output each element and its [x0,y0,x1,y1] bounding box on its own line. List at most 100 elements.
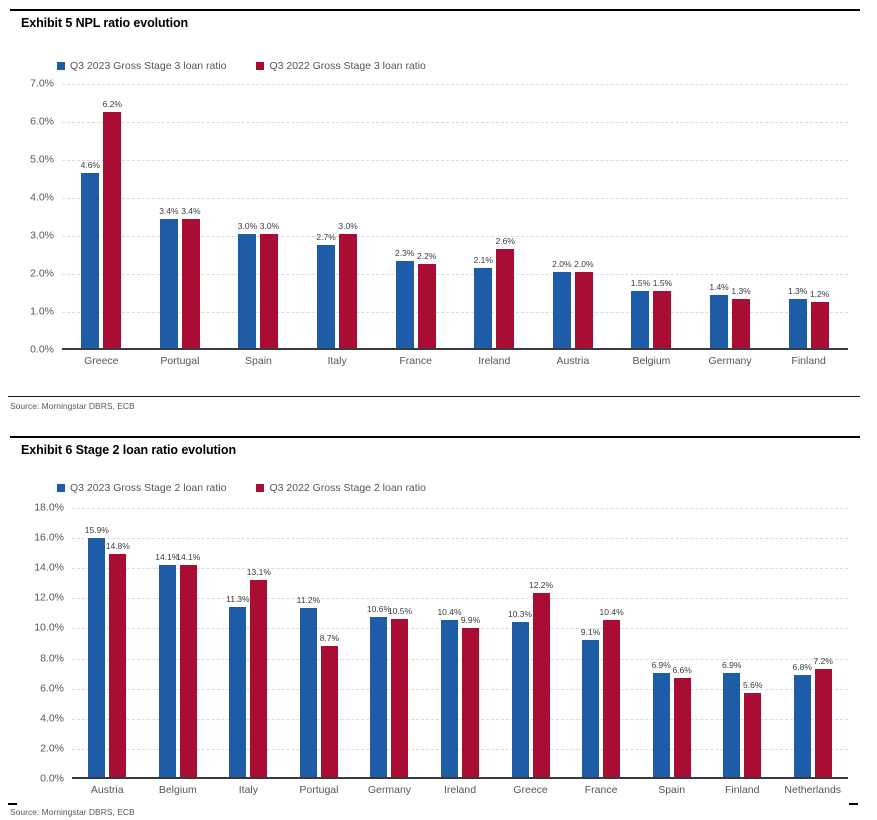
bar-group-germany: 1.4% 1.3% [691,282,770,348]
bar-greece-q3-2022: 12.2% [529,580,553,777]
bar-germany-q3-2023: 1.4% [709,282,729,348]
bar-rect [496,249,515,348]
bar-group-austria: 2.0% 2.0% [534,259,613,348]
legend-swatch-blue-icon [57,484,65,492]
x-axis-label-germany: Germany [367,784,412,796]
bar-rect [395,260,414,348]
bar-group-spain: 6.9% 6.6% [636,660,707,777]
bar-group-france: 2.3% 2.2% [376,248,455,348]
bar-value-label: 14.1% [155,551,180,562]
bar-value-label: 6.9% [722,660,742,671]
bar-value-label: 1.5% [652,278,673,288]
gridline [72,568,848,570]
bar-value-label: 6.2% [102,99,122,110]
bar-group-italy: 11.3% 13.1% [213,567,284,777]
exhibit-5-title: Exhibit 5 NPL ratio evolution [21,16,189,30]
y-axis-tick-label: 0.0% [40,772,64,785]
bar-belgium-q3-2023: 1.5% [631,278,650,348]
bar-rect [710,294,729,348]
bar-value-label: 4.6% [80,160,100,171]
y-axis-tick-label: 1.0% [30,305,54,318]
bar-rect [238,234,257,348]
bar-value-label: 8.7% [319,633,340,644]
bar-spain-q3-2023: 6.9% [651,660,671,777]
bar-portugal-q3-2022: 8.7% [320,633,339,777]
bar-group-ireland: 10.4% 9.9% [425,607,496,777]
bar-rect [631,291,650,348]
bar-rect [732,298,751,348]
bar-group-austria: 15.9% 14.8% [72,525,143,777]
bar-value-label: 1.4% [709,281,729,292]
source-note: Source: Morningstar DBRS, ECB [10,807,135,817]
bar-greece-q3-2023: 4.6% [81,160,100,348]
bar-rect [159,218,178,348]
bar-italy-q3-2023: 2.7% [316,232,336,348]
gridline [72,628,848,630]
y-axis-tick-label: 5.0% [30,153,54,166]
source-separator-rule [8,396,860,397]
bar-group-finland: 6.9% 5.6% [707,660,778,777]
bar-group-finland: 1.3% 1.2% [769,286,848,348]
legend-item-q3-2023: Q3 2023 Gross Stage 3 loan ratio [57,60,226,72]
bar-value-label: 1.3% [787,285,808,296]
y-axis-tick-label: 10.0% [34,621,64,634]
x-axis-label-france: France [399,355,433,367]
gridline [62,84,848,85]
bar-austria-q3-2023: 15.9% [85,525,109,777]
bar-group-belgium: 1.5% 1.5% [612,278,691,348]
y-axis-tick-label: 14.0% [34,561,64,574]
bar-italy-q3-2022: 13.1% [247,567,271,777]
bar-france-q3-2022: 2.2% [417,251,436,348]
bar-value-label: 15.9% [84,524,109,535]
bar-value-label: 6.9% [651,660,671,671]
bar-group-portugal: 11.2% 8.7% [284,595,355,777]
bar-value-label: 2.0% [574,259,594,269]
legend-item-q3-2022: Q3 2022 Gross Stage 2 loan ratio [256,482,426,494]
bar-greece-q3-2022: 6.2% [103,99,122,348]
y-axis-tick-label: 4.0% [30,191,54,204]
bar-austria-q3-2022: 2.0% [574,259,594,348]
bar-rect [511,621,529,777]
bar-rect [109,554,127,777]
bar-value-label: 10.5% [387,605,413,616]
exhibit-6-panel: Exhibit 6 Stage 2 loan ratio evolution Q… [0,427,877,820]
bar-rect [370,617,388,777]
bar-value-label: 14.1% [176,551,201,562]
gridline [72,718,848,720]
bar-group-ireland: 2.1% 2.6% [455,236,534,348]
x-axis-label-spain: Spain [658,784,686,796]
gridline [72,508,848,509]
bar-ireland-q3-2022: 9.9% [461,615,480,777]
bar-group-germany: 10.6% 10.5% [354,604,425,777]
gridline [62,198,848,199]
bar-value-label: 1.2% [809,289,830,300]
bar-ireland-q3-2022: 2.6% [496,236,515,348]
bar-value-label: 2.2% [416,251,437,262]
y-axis-tick-label: 2.0% [40,742,64,755]
bar-value-label: 9.9% [460,614,481,625]
bar-rect [417,264,436,348]
bar-netherlands-q3-2023: 6.8% [793,662,812,777]
bar-group-france: 9.1% 10.4% [566,607,637,777]
bar-rect [788,298,807,348]
x-axis-label-finland: Finland [724,784,760,796]
panel-top-rule [10,436,860,438]
bar-finland-q3-2023: 1.3% [788,286,807,348]
bar-group-greece: 4.6% 6.2% [62,99,141,348]
x-axis-label-finland: Finland [791,355,826,367]
x-axis-label-belgium: Belgium [632,355,671,367]
x-axis-label-ireland: Ireland [443,784,477,796]
bar-value-label: 14.8% [105,541,130,552]
bar-france-q3-2022: 10.4% [600,607,624,777]
legend: Q3 2023 Gross Stage 2 loan ratio Q3 2022… [57,482,426,494]
bar-france-q3-2023: 9.1% [581,627,600,777]
bar-italy-q3-2023: 11.3% [226,594,250,777]
y-axis-tick-label: 2.0% [30,267,54,280]
y-axis-tick-label: 0.0% [30,343,54,356]
bar-group-italy: 2.7% 3.0% [298,221,377,348]
bar-rect [653,291,672,348]
bar-germany-q3-2022: 1.3% [731,286,751,348]
bar-rect [88,537,106,777]
bar-group-belgium: 14.1% 14.1% [143,552,214,777]
